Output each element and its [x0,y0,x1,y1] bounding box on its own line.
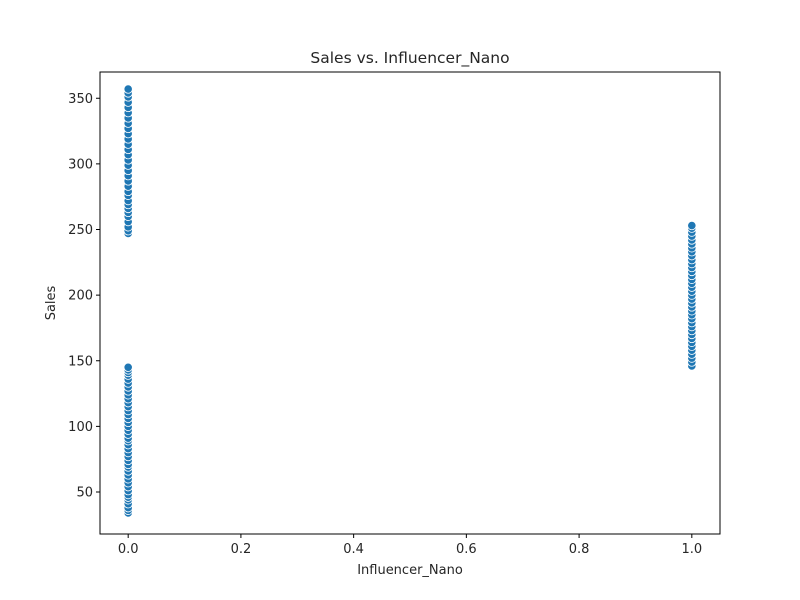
y-tick-label: 250 [68,223,93,238]
data-points [123,84,697,518]
y-tick-label: 150 [68,354,93,369]
y-tick-label: 350 [68,92,93,107]
y-tick-label: 100 [68,420,93,435]
y-axis-label: Sales [44,285,59,320]
y-axis-ticks: 50 100 150 200 250 300 350 [68,92,100,501]
x-tick-label: 0.6 [456,542,477,557]
x-tick-label: 0.4 [343,542,364,557]
data-point [687,220,697,231]
y-tick-label: 200 [68,289,93,304]
plot-frame [99,71,721,535]
chart-title: Sales vs. Influencer_Nano [310,49,509,68]
x-tick-label: 0.8 [569,542,590,557]
plot-area [100,72,720,534]
y-tick-label: 50 [76,486,93,501]
x-tick-label: 0.0 [118,542,139,557]
data-point [123,84,133,94]
x-tick-label: 0.2 [231,542,252,557]
x-axis-ticks: 0.0 0.2 0.4 0.6 0.8 1.0 [118,534,702,557]
x-axis-label: Influencer_Nano [357,563,463,578]
data-point [123,362,133,372]
y-tick-label: 300 [68,157,93,172]
x-tick-label: 1.0 [681,542,702,557]
